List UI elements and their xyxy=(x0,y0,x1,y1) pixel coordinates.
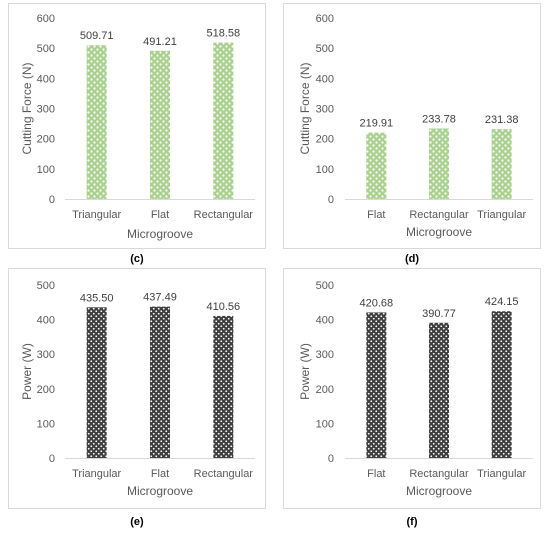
y-tick-label-c: 600 xyxy=(37,13,55,25)
y-axis-title-e: Power (W) xyxy=(20,343,34,400)
y-tick-label-f: 0 xyxy=(328,453,334,465)
bar-e-2 xyxy=(213,315,234,458)
y-axis-title-f: Power (W) xyxy=(298,343,312,400)
bar-e-0 xyxy=(86,307,107,458)
bar-d-2 xyxy=(491,129,512,199)
bar-d-0 xyxy=(366,132,387,199)
data-label-e-2: 410.56 xyxy=(207,301,241,313)
data-label-c-0: 509.71 xyxy=(80,30,114,42)
panel-label-c: (c) xyxy=(130,253,144,265)
x-tick-label-c-2: Rectangular xyxy=(194,209,254,221)
y-tick-label-d: 0 xyxy=(328,194,334,206)
y-tick-label-f: 400 xyxy=(316,315,334,327)
y-tick-label-d: 400 xyxy=(316,73,334,85)
x-tick-label-d-1: Rectangular xyxy=(409,209,469,221)
y-tick-label-f: 500 xyxy=(316,280,334,292)
data-label-c-1: 491.21 xyxy=(143,36,177,48)
data-label-d-1: 233.78 xyxy=(422,113,456,125)
x-axis-title-f: Microgroove xyxy=(406,484,472,498)
data-label-d-0: 219.91 xyxy=(360,118,394,130)
y-tick-label-e: 200 xyxy=(37,384,55,396)
data-label-f-0: 420.68 xyxy=(360,297,394,309)
y-axis-title-c: Cutting Force (N) xyxy=(20,62,34,154)
y-tick-label-e: 400 xyxy=(37,315,55,327)
x-tick-label-f-2: Triangular xyxy=(477,468,526,480)
x-tick-label-c-1: Flat xyxy=(151,209,169,221)
y-tick-label-e: 0 xyxy=(49,453,55,465)
y-tick-label-d: 100 xyxy=(316,164,334,176)
bar-c-2 xyxy=(213,42,234,199)
y-tick-label-c: 500 xyxy=(37,43,55,55)
x-tick-label-d-2: Triangular xyxy=(477,209,526,221)
x-tick-label-f-1: Rectangular xyxy=(409,468,469,480)
y-tick-label-c: 300 xyxy=(37,104,55,116)
bar-e-1 xyxy=(150,306,170,458)
bar-c-0 xyxy=(86,45,107,199)
chart-f: 0 100 200 300 400 500 420.68 Flat 390.77 Rectangu… xyxy=(298,280,533,498)
y-tick-label-d: 300 xyxy=(316,104,334,116)
y-tick-label-f: 100 xyxy=(316,418,334,430)
chart-border-d xyxy=(283,3,541,249)
x-tick-label-d-0: Flat xyxy=(367,209,385,221)
y-tick-label-e: 300 xyxy=(37,349,55,361)
y-tick-label-e: 100 xyxy=(37,418,55,430)
x-tick-label-e-0: Triangular xyxy=(72,468,121,480)
y-tick-label-c: 100 xyxy=(37,164,55,176)
chart-e: 0 100 200 300 400 500 435.50 Triangular 437.49 Fl… xyxy=(20,280,255,498)
data-label-f-1: 390.77 xyxy=(422,308,456,320)
y-tick-label-c: 200 xyxy=(37,134,55,146)
data-label-e-0: 435.50 xyxy=(80,292,114,304)
panel-label-e: (e) xyxy=(130,516,144,528)
bar-f-2 xyxy=(491,311,512,458)
x-tick-label-e-2: Rectangular xyxy=(194,468,254,480)
y-tick-label-e: 500 xyxy=(37,280,55,292)
y-tick-label-d: 500 xyxy=(316,43,334,55)
y-axis-title-d: Cutting Force (N) xyxy=(298,62,312,154)
y-tick-label-c: 0 xyxy=(49,194,55,206)
x-axis-title-e: Microgroove xyxy=(127,484,193,498)
y-tick-label-d: 600 xyxy=(316,13,334,25)
data-label-f-2: 424.15 xyxy=(485,296,519,308)
y-tick-label-d: 200 xyxy=(316,134,334,146)
data-label-d-2: 231.38 xyxy=(485,114,519,126)
x-tick-label-c-0: Triangular xyxy=(72,209,121,221)
y-tick-label-f: 300 xyxy=(316,349,334,361)
y-tick-label-c: 400 xyxy=(37,73,55,85)
chart-d: 0 100 200 300 400 500 600 219.91 Flat 233.78 Recta… xyxy=(298,13,533,239)
data-label-e-1: 437.49 xyxy=(143,292,177,304)
data-label-c-2: 518.58 xyxy=(207,28,241,40)
x-axis-title-c: Microgroove xyxy=(127,227,193,241)
bar-f-1 xyxy=(429,322,449,458)
bar-d-1 xyxy=(429,128,449,199)
bar-c-1 xyxy=(150,50,170,200)
y-tick-label-f: 200 xyxy=(316,384,334,396)
panel-label-f: (f) xyxy=(407,516,418,528)
x-tick-label-e-1: Flat xyxy=(151,468,169,480)
chart-c: 0 100 200 300 400 500 600 509.71 Triangular 491.2… xyxy=(20,13,255,241)
panel-label-d: (d) xyxy=(405,253,419,265)
bar-f-0 xyxy=(366,312,387,458)
x-tick-label-f-0: Flat xyxy=(367,468,385,480)
x-axis-title-d: Microgroove xyxy=(406,225,472,239)
